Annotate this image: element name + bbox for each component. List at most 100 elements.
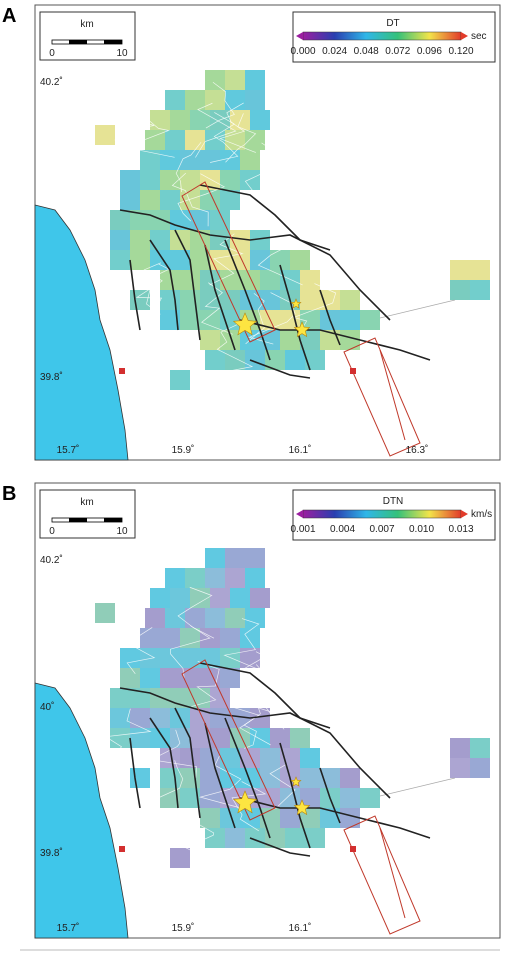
contour: [245, 293, 265, 345]
velocity-cell: [95, 125, 115, 145]
velocity-cell: [290, 728, 310, 748]
colorbar-arrow: [296, 32, 303, 40]
velocity-cell: [205, 350, 225, 370]
velocity-cell: [220, 668, 240, 688]
velocity-cell: [95, 603, 115, 623]
velocity-cell: [160, 628, 180, 648]
velocity-cell: [360, 310, 380, 330]
velocity-cell: [470, 758, 490, 778]
velocity-cell: [140, 150, 160, 170]
sea: [34, 682, 129, 939]
velocity-cell: [220, 170, 240, 190]
velocity-cell: [160, 648, 180, 668]
velocity-cell: [185, 90, 205, 110]
velocity-cell: [225, 608, 245, 628]
lat-label: 40.2˚: [40, 76, 63, 88]
epicenter: [293, 321, 311, 338]
velocity-cell: [130, 250, 150, 270]
contour: [233, 689, 279, 746]
velocity-cell: [200, 668, 220, 688]
colorbar-arrow: [461, 510, 468, 518]
velocity-cell: [205, 568, 225, 588]
velocity-cell: [180, 290, 200, 310]
colorbar-tick: 0.024: [322, 46, 347, 57]
colorbar: [302, 509, 462, 519]
velocity-cell: [190, 708, 210, 728]
velocity-cell: [220, 628, 240, 648]
scale-unit: km: [80, 19, 93, 30]
contour: [123, 103, 175, 158]
velocity-cell: [220, 310, 240, 330]
velocity-cell: [190, 728, 210, 748]
colorbar-title: DT: [386, 18, 399, 29]
velocity-cell: [200, 768, 220, 788]
fault-trace: [379, 827, 406, 919]
velocity-cell: [110, 210, 130, 230]
velocity-cell: [220, 748, 240, 768]
contour: [225, 113, 257, 163]
velocity-cell: [340, 290, 360, 310]
contour: [120, 802, 155, 854]
fault: [279, 264, 311, 371]
velocity-cell: [240, 808, 260, 828]
velocity-cell: [260, 768, 280, 788]
velocity-cell: [200, 330, 220, 350]
velocity-cell: [230, 588, 250, 608]
velocity-cell: [180, 270, 200, 290]
velocity-cell: [150, 728, 170, 748]
fault: [239, 797, 431, 839]
epicenter: [290, 298, 302, 309]
fault: [119, 209, 391, 321]
velocity-cell: [150, 110, 170, 130]
colorbar-tick: 0.001: [290, 524, 315, 535]
velocity-cell: [150, 688, 170, 708]
velocity-cell: [130, 290, 150, 310]
velocity-cell: [240, 170, 260, 190]
velocity-cell: [160, 668, 180, 688]
velocity-cell: [170, 250, 190, 270]
town: [350, 368, 356, 374]
velocity-cell: [220, 190, 240, 210]
fault: [174, 707, 201, 819]
velocity-cell: [300, 788, 320, 808]
lat-label: 40.2˚: [40, 554, 63, 566]
velocity-cell: [130, 230, 150, 250]
velocity-cell: [180, 190, 200, 210]
colorbar: [302, 31, 462, 41]
velocity-cell: [180, 628, 200, 648]
velocity-cell: [290, 250, 310, 270]
colorbar-tick: 0.010: [409, 524, 434, 535]
contour: [249, 651, 281, 705]
lat-label: 40˚: [40, 701, 54, 713]
velocity-cell: [160, 310, 180, 330]
velocity-cell: [130, 768, 150, 788]
velocity-cell: [280, 788, 300, 808]
velocity-cell: [450, 758, 470, 778]
fault-trace: [379, 349, 406, 441]
velocity-cell: [120, 668, 140, 688]
contour: [282, 562, 323, 615]
velocity-cell: [245, 548, 265, 568]
velocity-cell: [245, 130, 265, 150]
fault: [129, 259, 141, 331]
velocity-cell: [170, 110, 190, 130]
velocity-cell: [305, 350, 325, 370]
velocity-cell: [245, 70, 265, 90]
colorbar-tick: 0.004: [330, 524, 355, 535]
contour: [255, 664, 275, 719]
contour: [300, 103, 319, 153]
colorbar-tick: 0.013: [448, 524, 473, 535]
epicenter: [232, 790, 258, 814]
colorbar-unit: km/s: [471, 509, 492, 520]
velocity-cell: [130, 210, 150, 230]
velocity-cell: [200, 310, 220, 330]
fault: [129, 737, 141, 809]
fault: [224, 717, 271, 839]
velocity-cell: [150, 210, 170, 230]
velocity-cell: [190, 110, 210, 130]
velocity-cell: [130, 708, 150, 728]
velocity-cell: [245, 90, 265, 110]
fault: [174, 229, 201, 341]
velocity-cell: [220, 330, 240, 350]
contour: [104, 708, 152, 759]
